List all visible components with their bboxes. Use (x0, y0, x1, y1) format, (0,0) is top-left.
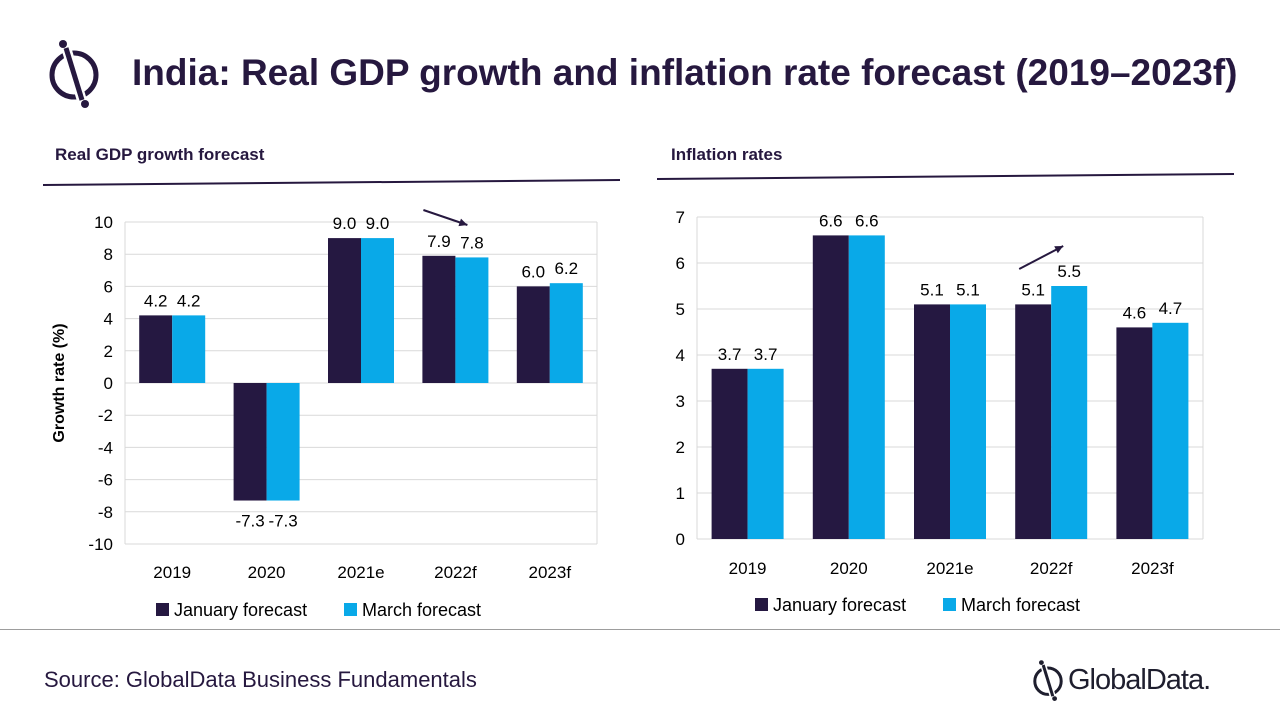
footer-divider (0, 629, 1280, 630)
gdp-bar (266, 383, 300, 501)
inf-y-tick-label: 4 (676, 346, 685, 365)
source-note: Source: GlobalData Business Fundamentals (44, 667, 477, 692)
inf-legend-swatch (755, 598, 768, 611)
inf-bar (747, 368, 784, 539)
gdp-y-tick-label: 6 (104, 277, 113, 296)
gdp-bar (422, 255, 456, 383)
globaldata-logo-icon (49, 40, 99, 108)
inf-bar (1116, 327, 1153, 539)
inf-data-label: 5.1 (1021, 280, 1045, 299)
page-title: India: Real GDP growth and inflation rat… (132, 52, 1238, 93)
gdp-bar (549, 283, 583, 383)
gdp-x-tick-label: 2022f (434, 563, 477, 582)
gdp-y-tick-label: -2 (98, 406, 113, 425)
inf-data-label: 6.6 (855, 211, 879, 230)
brand-name: GlobalData. (1068, 664, 1211, 696)
inf-bar (1015, 304, 1052, 539)
gdp-legend-swatch (344, 603, 357, 616)
gdp-x-tick-label: 2021e (337, 563, 384, 582)
gdp-trend-arrowhead (458, 218, 468, 227)
inf-y-tick-label: 7 (676, 208, 685, 227)
inf-y-tick-label: 3 (676, 392, 685, 411)
inf-x-tick-label: 2022f (1030, 559, 1073, 578)
gdp-y-tick-label: -4 (98, 438, 113, 457)
inf-y-tick-label: 1 (676, 484, 685, 503)
inf-y-tick-label: 5 (676, 300, 685, 319)
inf-data-label: 3.7 (754, 345, 778, 364)
inf-bar (812, 235, 849, 539)
inf-legend-swatch (943, 598, 956, 611)
gdp-bar (455, 257, 489, 383)
inflation-chart: 76543210Inflation rate (%)3.73.720196.66… (656, 173, 1235, 615)
gdp-y-axis-label: Growth rate (%) (51, 323, 68, 442)
gdp-y-tick-label: 0 (104, 374, 113, 393)
inf-x-tick-label: 2020 (830, 559, 868, 578)
gdp-x-tick-label: 2023f (529, 563, 572, 582)
gdp-chart-title: Real GDP growth forecast (55, 145, 265, 164)
gdp-y-tick-label: 10 (94, 213, 113, 232)
inflation-chart-panel: Inflation rates 76543210Inflation rate (… (656, 144, 1256, 624)
inf-x-tick-label: 2019 (729, 559, 767, 578)
inf-bar (848, 235, 885, 539)
gdp-data-label: 4.2 (144, 291, 168, 310)
inf-data-label: 6.6 (819, 211, 843, 230)
gdp-data-label: 7.8 (460, 233, 484, 252)
gdp-bar (139, 315, 173, 383)
gdp-data-label: 7.9 (427, 232, 451, 251)
inf-bar (1051, 286, 1088, 539)
gdp-header-rule (42, 179, 621, 186)
gdp-data-label: -7.3 (235, 512, 264, 531)
gdp-y-tick-label: -8 (98, 503, 113, 522)
inf-data-label: 5.1 (956, 280, 980, 299)
inf-y-tick-label: 2 (676, 438, 685, 457)
inf-bar (950, 304, 986, 539)
gdp-legend-label: March forecast (362, 600, 481, 620)
inf-trend-arrow (1018, 245, 1064, 270)
gdp-y-tick-label: 8 (104, 245, 113, 264)
inf-legend-label: January forecast (773, 595, 906, 615)
gdp-bar (361, 238, 394, 383)
inf-bar (1152, 322, 1189, 539)
gdp-data-label: 6.2 (554, 259, 578, 278)
gdp-x-tick-label: 2020 (248, 563, 286, 582)
gdp-legend-label: January forecast (174, 600, 307, 620)
inf-y-tick-label: 0 (676, 530, 685, 549)
gdp-data-label: 9.0 (366, 214, 390, 233)
gdp-data-label: 4.2 (177, 291, 201, 310)
inf-trend-arrowhead (1054, 246, 1064, 254)
gdp-y-tick-label: -10 (88, 535, 113, 554)
inf-data-label: 5.5 (1057, 262, 1081, 281)
inf-x-tick-label: 2021e (926, 559, 973, 578)
gdp-y-tick-label: 2 (104, 342, 113, 361)
gdp-bar (328, 238, 361, 383)
gdp-legend-swatch (156, 603, 169, 616)
gdp-data-label: 6.0 (521, 262, 545, 281)
inf-data-label: 5.1 (920, 280, 944, 299)
gdp-y-tick-label: -6 (98, 471, 113, 490)
inf-x-tick-label: 2023f (1131, 559, 1174, 578)
gdp-y-tick-label: 4 (104, 310, 113, 329)
gdp-bar (233, 383, 267, 501)
inf-data-label: 4.7 (1159, 299, 1183, 318)
inf-bar (914, 304, 950, 539)
gdp-data-label: -7.3 (268, 512, 297, 531)
inf-data-label: 3.7 (718, 345, 742, 364)
gdp-bar (516, 286, 550, 383)
inf-header-rule (656, 173, 1235, 180)
gdp-bar (172, 315, 206, 383)
gdp-chart: 10 8 6 4 2 0 -2 -4 -6 -8 -10 Growth rate (%) 4.2 4.2 2… (42, 179, 621, 620)
inflation-chart-title: Inflation rates (671, 145, 783, 164)
inf-y-tick-label: 6 (676, 254, 685, 273)
inf-legend-label: March forecast (961, 595, 1080, 615)
globaldata-mark-icon (1033, 660, 1063, 701)
gdp-chart-panel: Real GDP growth forecast 10 8 6 4 2 0 -2 -4 -6 -8… (40, 144, 640, 624)
brand-logo: GlobalData. (1030, 658, 1250, 704)
gdp-data-label: 9.0 (333, 214, 357, 233)
inf-bar (711, 368, 748, 539)
inf-data-label: 4.6 (1123, 303, 1147, 322)
gdp-x-tick-label: 2019 (153, 563, 191, 582)
